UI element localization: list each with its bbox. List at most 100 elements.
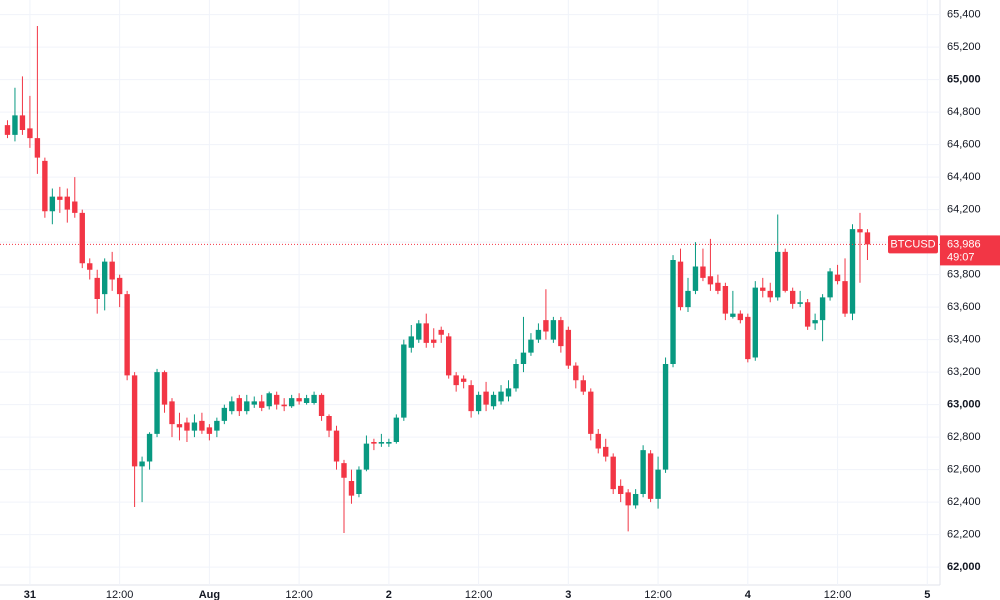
candle-body [543, 320, 549, 332]
candle-body [296, 398, 302, 402]
candle-body [737, 313, 744, 321]
candle-body [124, 294, 130, 376]
candle-body [79, 212, 85, 264]
candle-body [857, 229, 863, 233]
candle-body [49, 196, 56, 212]
candle-body [12, 115, 18, 135]
candle-body [662, 364, 669, 470]
y-tick-label: 63,600 [947, 301, 981, 313]
symbol-box [888, 235, 938, 254]
candle-body [251, 401, 257, 405]
candle-body [655, 469, 661, 499]
y-tick-label: 62,200 [947, 529, 981, 541]
candle-body [221, 407, 228, 421]
price-box [940, 235, 1000, 266]
candle-body [610, 456, 616, 490]
candle-body [42, 160, 48, 212]
candle-body [445, 336, 452, 376]
candle-body [775, 251, 781, 298]
candle-body [782, 251, 788, 291]
candle-body [199, 420, 205, 431]
candle-body [244, 401, 250, 412]
candle-body [64, 196, 70, 210]
candle-body [206, 427, 213, 434]
candle-body [573, 365, 579, 381]
last-price-label: 63,986 [947, 238, 981, 250]
candle-body [131, 375, 138, 467]
x-tick-label: 12:00 [285, 589, 313, 600]
candle-body [386, 442, 392, 444]
candle-body [438, 329, 444, 335]
candle-body [468, 385, 474, 412]
candle-body [617, 485, 624, 494]
candle-body [692, 266, 699, 291]
candle-body [700, 266, 706, 278]
y-tick-label: 62,600 [947, 464, 981, 476]
candle-body [161, 372, 168, 405]
candle-body [483, 391, 489, 405]
candle-body [94, 277, 100, 299]
y-tick-label: 64,400 [947, 171, 981, 183]
candle-body [505, 388, 512, 397]
x-tick-label: 12:00 [465, 589, 493, 600]
x-tick-label: 2 [386, 589, 392, 600]
candle-body [535, 329, 542, 340]
candle-body [804, 302, 811, 327]
y-tick-label: 64,800 [947, 106, 981, 118]
candle-body [520, 352, 527, 364]
candle-body [490, 394, 497, 407]
candle-body [184, 422, 190, 431]
y-tick-label: 65,200 [947, 41, 981, 53]
candle-body [356, 469, 362, 494]
candle-body [401, 344, 407, 418]
candle-body [588, 391, 594, 434]
candle-body [326, 416, 332, 431]
candle-body [102, 261, 108, 295]
candle-body [760, 287, 766, 291]
candle-body [116, 277, 123, 295]
countdown-label: 49:07 [947, 251, 975, 263]
candle-body [311, 394, 317, 403]
candle-body [550, 320, 557, 340]
candle-body [333, 430, 340, 462]
candle-body [677, 261, 684, 308]
candle-body [341, 463, 347, 478]
candle-body [371, 442, 377, 444]
candle-body [864, 232, 871, 245]
candle-body [640, 450, 646, 494]
candle-body [273, 394, 280, 405]
candle-body [752, 287, 758, 358]
candle-body [580, 380, 586, 392]
candle-body [423, 323, 429, 343]
candle-body [647, 453, 654, 499]
candle-body [707, 276, 714, 285]
candle-body [146, 433, 153, 462]
candle-body [625, 492, 631, 506]
candle-body [715, 282, 721, 291]
y-tick-label: 62,800 [947, 431, 981, 443]
y-tick-label: 64,600 [947, 139, 981, 151]
candle-body [685, 290, 691, 308]
y-tick-label: 62,000 [947, 561, 981, 573]
candle-body [827, 271, 833, 298]
candle-body [288, 398, 295, 407]
candle-body [528, 339, 534, 353]
candle-body [72, 201, 78, 213]
candle-body [849, 229, 856, 314]
candle-body [767, 290, 773, 298]
y-tick-label: 64,200 [947, 204, 981, 216]
axis-labels: 62,000 62,200 62,400 62,600 62,800 63,000 63,2… [24, 9, 981, 600]
y-tick-label: 65,000 [947, 74, 981, 86]
candle-body [408, 336, 414, 348]
candle-body [431, 339, 437, 343]
candle-body [154, 372, 160, 434]
candle-body [87, 263, 93, 270]
candle-body [57, 196, 63, 200]
candle-body [229, 401, 235, 412]
candle-body [632, 494, 639, 506]
y-tick-label: 62,400 [947, 496, 981, 508]
candle-body [789, 290, 796, 304]
candle-body [842, 281, 848, 314]
